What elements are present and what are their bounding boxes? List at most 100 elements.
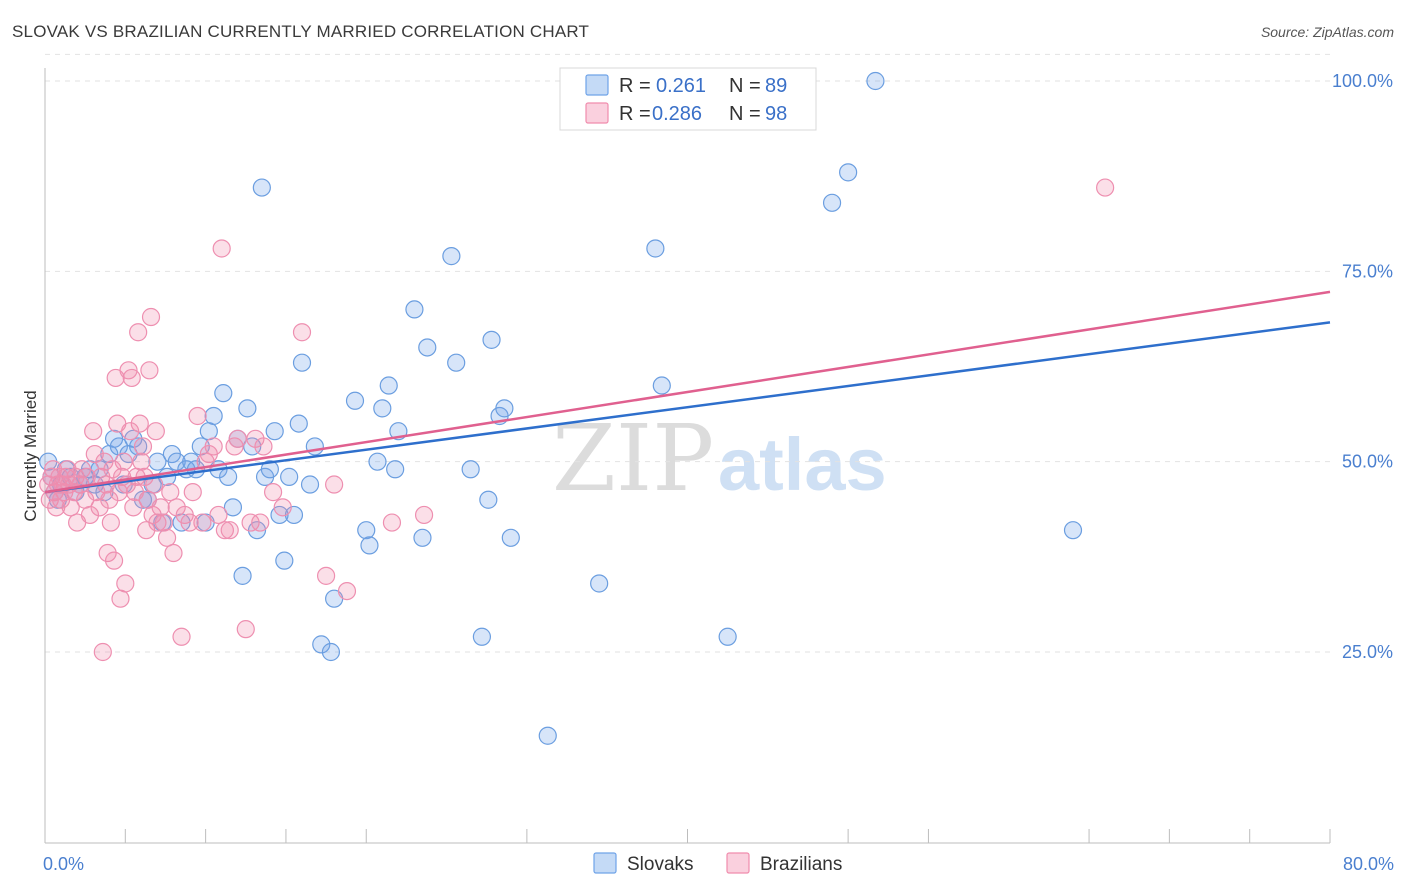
slovaks-trend-line [44,321,1331,494]
slovak-point [482,330,501,349]
brazilian-point [337,581,357,601]
slovak-point [479,490,498,509]
brazilian-point [61,498,80,517]
legend-r-value: 0.286 [652,103,702,125]
legend-n-label: N = [729,75,761,97]
y-axis-label: Currently Married [21,390,40,521]
slovak-point [418,338,437,357]
brazilian-point [161,483,180,502]
brazilian-point [100,490,119,509]
brazilian-point [124,498,143,517]
brazilian-point [183,483,202,502]
y-tick-labels: 25.0% 50.0% 75.0% 100.0% [1332,71,1393,662]
slovak-point [839,163,858,182]
brazilian-point [212,239,231,258]
trend-lines [44,290,1331,494]
x-tick-label-left: 0.0% [43,854,84,874]
brazilian-point [172,627,191,646]
brazilian-point [193,513,212,532]
slovak-point [129,437,148,456]
brazilian-point [414,505,434,525]
source-label: Source: ZipAtlas.com [1260,24,1394,40]
brazilian-point [241,513,260,532]
gridlines [45,53,1330,653]
y-tick-label: 25.0% [1342,642,1393,662]
slovak-point [357,521,376,540]
slovak-point [199,422,218,441]
brazilian-point [204,437,223,456]
y-tick-label: 50.0% [1342,452,1393,472]
slovak-point [386,460,405,479]
slovak-point [280,467,299,486]
brazilian-point [236,620,255,639]
legend-item-brazilians-label: Brazilians [760,854,842,875]
brazilian-point [122,368,141,388]
slovak-point [321,642,341,662]
slovak-point [822,193,842,212]
slovak-point [447,353,466,372]
slovak-point [148,452,167,471]
series-brazilians [39,178,1115,662]
x-tick-label-right: 80.0% [1343,854,1394,874]
brazilian-point [228,429,247,448]
brazilian-point [151,498,170,517]
slovak-point [233,566,252,585]
slovak-point [368,452,387,471]
slovak-point [289,414,308,433]
slovak-point [260,460,279,479]
brazilian-point [292,323,312,342]
slovak-point [405,300,424,319]
slovak-point [214,384,233,403]
brazilian-point [98,543,117,563]
legend-item-brazilians-swatch [726,852,750,874]
slovak-point [312,635,331,654]
slovak-point [501,528,520,547]
brazilian-point [157,528,177,547]
slovak-point [538,726,557,745]
slovak-point [379,376,398,395]
slovak-point [167,452,186,471]
slovak-point [204,406,223,426]
brazilian-point [188,406,207,426]
slovak-point [292,353,312,372]
brazilian-point [146,422,165,441]
brazilian-point [80,505,100,525]
brazilian-point [133,437,153,456]
brazilian-point [114,452,133,471]
legend-r-label: R = [619,103,651,125]
brazilian-point [85,444,104,464]
brazilian-point [148,513,167,532]
slovak-point [223,498,243,517]
legend-r-value: 0.261 [656,75,706,97]
brazilian-point [121,422,140,441]
brazilians-trend-line [44,290,1331,494]
stats-legend: R = 0.261 N = 89 R = 0.286 N = 98 [559,67,817,131]
brazilian-point [129,323,148,342]
slovak-point [345,391,365,410]
brazilian-point [141,307,161,327]
slovak-point [360,536,379,555]
slovak-point [718,627,737,646]
brazilian-point [101,513,120,532]
y-tick-label: 75.0% [1342,261,1393,281]
brazilian-point [130,414,149,433]
brazilian-point [180,513,199,532]
brazilian-point [254,437,273,456]
slovak-point [300,475,320,494]
brazilian-point [111,589,130,608]
slovak-point [461,460,480,479]
slovak-point [373,399,392,418]
brazilian-point [273,498,292,517]
brazilian-point [164,543,183,563]
slovak-point [495,399,514,418]
slovak-point [1063,521,1083,540]
watermark-zip: ZIP [552,405,714,512]
slovak-point [265,422,284,441]
slovak-point [646,239,665,258]
brazilian-point [140,361,159,380]
brazilian-point [251,513,270,532]
series-legend: Slovaks Brazilians [593,852,842,875]
legend-item-slovaks-swatch [593,852,617,874]
brazilian-point [104,551,124,570]
